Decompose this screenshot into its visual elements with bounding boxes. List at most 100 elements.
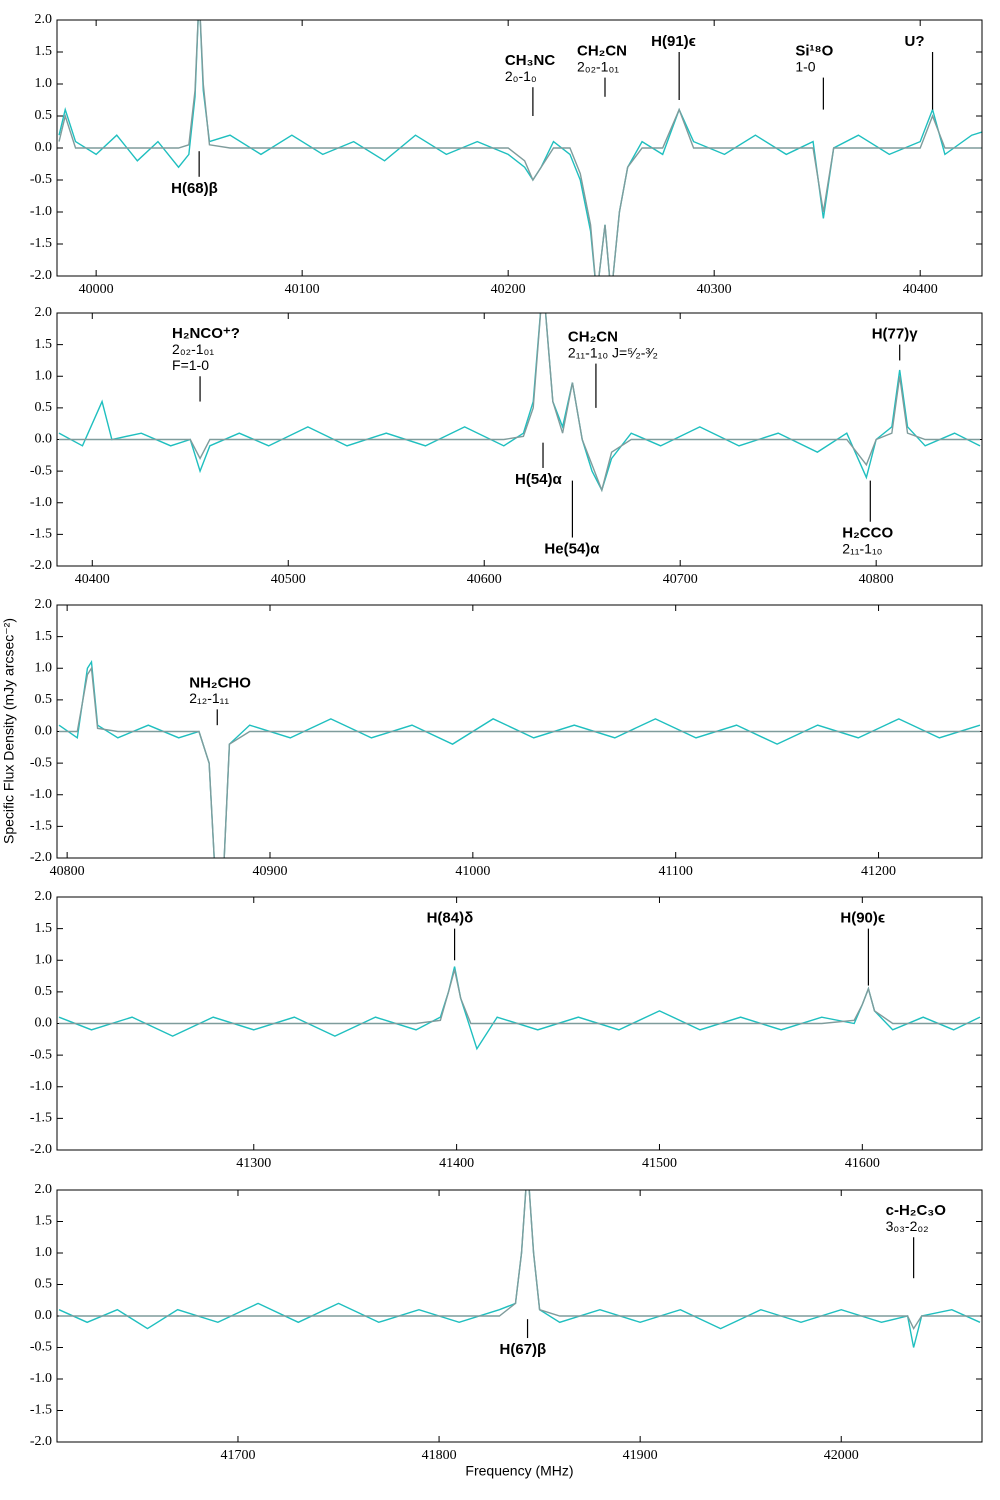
- y-tick-label: -1.5: [30, 236, 52, 251]
- annotation-label: H(84)δ: [427, 910, 474, 927]
- annotation-label: 2₀-1₀: [505, 68, 537, 84]
- spectrum-line: [59, 666, 980, 858]
- y-tick-label: 1.5: [35, 629, 53, 644]
- x-tick-label: 40200: [491, 282, 526, 297]
- annotation-label: H(90)ϵ: [840, 910, 885, 927]
- x-tick-label: 40800: [50, 864, 85, 879]
- annotation-label: H(54)α: [515, 471, 563, 488]
- spectrum-line: [58, 966, 981, 1051]
- x-tick-label: 40900: [252, 864, 287, 879]
- y-tick-label: -1.5: [30, 527, 52, 542]
- spectrum-line: [58, 1190, 981, 1348]
- y-tick-label: -1.0: [30, 1371, 52, 1386]
- x-tick-label: 41700: [220, 1448, 255, 1463]
- annotation-label: 2₀₂-1₀₁: [172, 341, 214, 357]
- spectrum-line: [58, 313, 981, 493]
- y-tick-label: 0.5: [35, 1277, 53, 1292]
- annotation-label: 2₁₂-1₁₁: [189, 690, 229, 706]
- spectrum-line: [58, 20, 982, 276]
- plot-frame: [56, 19, 983, 277]
- y-tick-label: 1.5: [35, 921, 53, 936]
- y-tick-label: 0.0: [35, 432, 53, 447]
- y-tick-label: 1.5: [35, 1214, 53, 1229]
- annotation-label: U?: [905, 33, 925, 50]
- spectrum-line: [58, 659, 981, 858]
- y-tick-label: 1.0: [35, 952, 53, 967]
- annotation-label: CH₃NC: [505, 52, 555, 69]
- annotation-label: F=1-0: [172, 357, 209, 373]
- x-axis-label: Frequency (MHz): [465, 1463, 573, 1479]
- y-tick-label: 2.0: [35, 12, 53, 27]
- y-tick-label: -1.0: [30, 495, 52, 510]
- y-tick-label: -2.0: [30, 1434, 52, 1449]
- y-tick-label: 1.5: [35, 44, 53, 59]
- y-tick-label: -0.5: [30, 1340, 52, 1355]
- y-tick-label: -0.5: [30, 755, 52, 770]
- spectrum-line: [59, 1190, 980, 1331]
- x-tick-label: 42000: [824, 1448, 859, 1463]
- spectrum-line: [58, 313, 981, 492]
- plot-frame: [56, 1189, 983, 1443]
- y-tick-label: 0.0: [35, 140, 53, 155]
- annotation-label: 2₁₁-1₁₀ J=⁵⁄₂-³⁄₂: [568, 344, 658, 360]
- annotation-label: H(68)β: [171, 180, 218, 197]
- x-tick-label: 40600: [467, 572, 502, 587]
- x-tick-label: 40100: [285, 282, 320, 297]
- annotation-label: CH₂CN: [577, 43, 627, 60]
- panel: -2.0 -1.5 -1.0 -0.5 0.0 0.5 1.0 1.5 2.0 40400 4050…: [30, 305, 983, 587]
- annotation-label: 2₁₁-1₁₀: [842, 540, 882, 556]
- annotation-label: NH₂CHO: [189, 674, 251, 691]
- y-tick-label: 1.0: [35, 1245, 53, 1260]
- y-tick-label: 2.0: [35, 597, 53, 612]
- annotation-label: H₂CCO: [842, 525, 893, 542]
- panel: -2.0 -1.5 -1.0 -0.5 0.0 0.5 1.0 1.5 2.0 40000 4010…: [30, 12, 983, 297]
- y-tick-label: 1.0: [35, 660, 53, 675]
- annotation-label: H(67)β: [500, 1341, 547, 1358]
- annotation-label: H(77)γ: [872, 326, 919, 343]
- annotation-label: c-H₂C₃O: [886, 1202, 947, 1219]
- y-tick-label: -1.5: [30, 1403, 52, 1418]
- y-tick-label: -1.5: [30, 1111, 52, 1126]
- y-tick-label: -2.0: [30, 1142, 52, 1157]
- x-tick-label: 40500: [271, 572, 306, 587]
- x-tick-label: 41300: [236, 1156, 271, 1171]
- annotation-label: H₂NCO⁺?: [172, 325, 240, 342]
- annotation-label: H(91)ϵ: [651, 33, 696, 50]
- plot-frame: [56, 896, 983, 1151]
- x-tick-label: 41400: [439, 1156, 474, 1171]
- x-tick-label: 41900: [623, 1448, 658, 1463]
- y-tick-label: 0.5: [35, 400, 53, 415]
- annotation-label: 1-0: [795, 58, 815, 74]
- y-tick-label: -1.0: [30, 1079, 52, 1094]
- plot-frame: [56, 604, 983, 859]
- y-tick-label: -0.5: [30, 1047, 52, 1062]
- panel: -2.0 -1.5 -1.0 -0.5 0.0 0.5 1.0 1.5 2.0 41700 4180…: [30, 1182, 983, 1463]
- plot-frame: [56, 312, 983, 567]
- x-tick-label: 41600: [845, 1156, 880, 1171]
- y-tick-label: 0.5: [35, 984, 53, 999]
- x-tick-label: 41500: [642, 1156, 677, 1171]
- x-tick-label: 41000: [455, 864, 490, 879]
- y-tick-label: 2.0: [35, 305, 53, 320]
- annotation-label: Si¹⁸O: [795, 43, 833, 60]
- x-tick-label: 40800: [859, 572, 894, 587]
- y-tick-label: -1.0: [30, 787, 52, 802]
- annotation-label: 3₀₃-2₀₂: [886, 1218, 929, 1234]
- spectrum-line: [59, 969, 980, 1025]
- annotation-label: CH₂CN: [568, 329, 618, 346]
- y-tick-label: 0.5: [35, 108, 53, 123]
- y-tick-label: -2.0: [30, 558, 52, 573]
- y-tick-label: 1.0: [35, 368, 53, 383]
- annotation-label: 2₀₂-1₀₁: [577, 58, 619, 74]
- y-axis-label: Specific Flux Density (mJy arcsec⁻²): [1, 618, 17, 844]
- y-tick-label: -0.5: [30, 463, 52, 478]
- y-tick-label: 1.5: [35, 337, 53, 352]
- y-tick-label: 0.0: [35, 1016, 53, 1031]
- panel: -2.0 -1.5 -1.0 -0.5 0.0 0.5 1.0 1.5 2.0 41300 4140…: [30, 889, 983, 1171]
- x-tick-label: 40300: [697, 282, 732, 297]
- panel: -2.0 -1.5 -1.0 -0.5 0.0 0.5 1.0 1.5 2.0 40800 4090…: [30, 597, 983, 879]
- y-tick-label: -2.0: [30, 850, 52, 865]
- x-tick-label: 40400: [75, 572, 110, 587]
- x-tick-label: 40700: [663, 572, 698, 587]
